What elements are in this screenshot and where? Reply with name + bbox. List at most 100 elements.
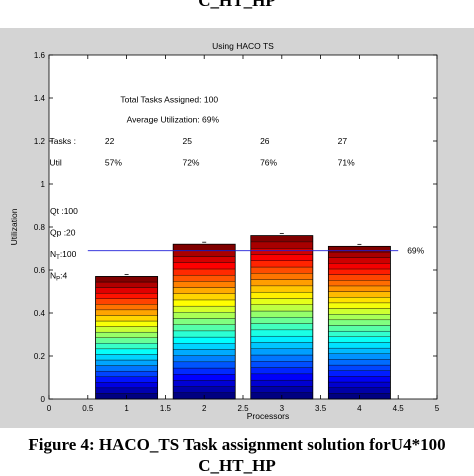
bar-segment [172, 256, 236, 263]
bar-segment [95, 376, 158, 383]
x-tick-label: 2.5 [237, 404, 249, 413]
bar-segment [172, 281, 236, 288]
bottom-caption: Figure 4: HACO_TS Task assignment soluti… [0, 434, 474, 476]
bar-segment [328, 263, 391, 270]
bar-segment [250, 273, 314, 280]
bar-segment [328, 246, 391, 253]
y-tick-label: 1.4 [34, 94, 46, 103]
x-tick-label: 3 [280, 404, 285, 413]
bar-segment [172, 250, 236, 257]
param-value: :100 [60, 249, 77, 259]
bar-segment [95, 320, 158, 327]
param-annotation: NP:4 [50, 271, 68, 283]
tasks-value: 26 [260, 136, 270, 146]
util-value: 72% [182, 158, 199, 168]
bar-segment [95, 337, 158, 344]
bar-segment [328, 314, 391, 321]
bar-segment [328, 387, 391, 394]
bar-segment [328, 297, 391, 304]
x-tick-label: 0 [47, 404, 52, 413]
bar-segment [95, 354, 158, 361]
bar-segment [172, 268, 236, 276]
x-tick-label: 4 [357, 404, 362, 413]
bar-segment [328, 370, 391, 377]
bar-segment [95, 281, 158, 288]
bar-segment [172, 287, 236, 294]
total-tasks-annotation: Total Tasks Assigned: 100 [120, 94, 218, 104]
x-tick-label: 1.5 [160, 404, 172, 413]
y-tick-label: 1.2 [34, 137, 46, 146]
bar-segment [250, 329, 314, 337]
bar-segment [250, 247, 314, 255]
bar-segment [328, 376, 391, 383]
bar-segment [250, 260, 314, 268]
bar-segment [172, 374, 236, 381]
bar-segment [172, 367, 236, 375]
x-tick-label: 4.5 [393, 404, 405, 413]
bar-segment [250, 235, 314, 243]
bar-segment [172, 293, 236, 301]
bar-segment [250, 310, 314, 318]
avg-util-annotation: Average Utilization: 69% [127, 115, 220, 125]
bar-segment [250, 348, 314, 356]
bar-segment [250, 323, 314, 331]
bar-segment [172, 330, 236, 338]
bar-segment [328, 336, 391, 343]
y-tick-label: 0.2 [34, 352, 46, 361]
bars-group [95, 233, 391, 400]
tasks-label: Tasks : [50, 136, 76, 146]
bar-segment [328, 381, 391, 388]
x-tick-label: 2 [202, 404, 207, 413]
x-tick-label: 3.5 [315, 404, 327, 413]
bar-segment [250, 367, 314, 375]
bar-segment [95, 276, 158, 283]
bar-segment [328, 319, 391, 326]
bar-segment [95, 343, 158, 350]
bar-segment [250, 379, 314, 387]
param-subscript: T [56, 255, 60, 261]
tasks-value: 27 [338, 136, 348, 146]
bar-segment [250, 304, 314, 312]
bar-segment [172, 343, 236, 350]
bar-segment [172, 386, 236, 393]
bottom-caption-line1: Figure 4: HACO_TS Task assignment soluti… [28, 435, 446, 454]
x-tick-label: 0.5 [82, 404, 94, 413]
util-value: 76% [260, 158, 277, 168]
annotations-group: Total Tasks Assigned: 100 Average Utiliza… [50, 94, 356, 282]
bar-segment [328, 342, 391, 349]
bar-segment [250, 342, 314, 349]
bar-segment [95, 315, 158, 322]
bar-segment [172, 312, 236, 319]
bar-segment [328, 364, 391, 371]
bar-segment [250, 361, 314, 368]
y-tick-label: 1 [41, 180, 46, 189]
param-value: :4 [60, 271, 67, 281]
bar-segment [95, 331, 158, 338]
bar-segment [95, 326, 158, 333]
bar-segment [328, 291, 391, 298]
bar-segment [95, 309, 158, 316]
bar-segment [328, 302, 391, 309]
bar-segment [250, 386, 314, 393]
util-value: 57% [105, 158, 122, 168]
tasks-value: 22 [105, 136, 115, 146]
average-line-group: 69% [87, 246, 425, 256]
chart-title: Using HACO TS [212, 41, 274, 51]
bar-segment [95, 382, 158, 389]
bar-segment [250, 241, 314, 249]
bar-segment [250, 317, 314, 324]
bar-segment [95, 365, 158, 372]
bar-segment [172, 244, 236, 251]
bar-segment [250, 254, 314, 261]
bar-segment [172, 262, 236, 270]
bar-segment [172, 349, 236, 356]
bar-segment [95, 370, 158, 377]
bar-segment [95, 359, 158, 366]
bar-segment [95, 292, 158, 299]
bar-segment [172, 299, 236, 307]
bar-segment [95, 287, 158, 294]
bar-segment [328, 280, 391, 287]
x-axis-label: Processors [247, 411, 290, 421]
bar-segment [328, 274, 391, 281]
util-value: 71% [338, 158, 355, 168]
